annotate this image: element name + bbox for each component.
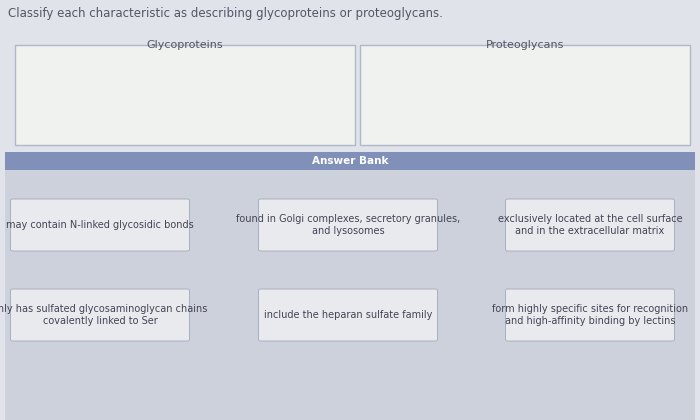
FancyBboxPatch shape (258, 199, 438, 251)
FancyBboxPatch shape (360, 45, 690, 145)
Text: may contain N-linked glycosidic bonds: may contain N-linked glycosidic bonds (6, 220, 194, 230)
FancyBboxPatch shape (10, 199, 190, 251)
Text: form highly specific sites for recognition
and high-affinity binding by lectins: form highly specific sites for recogniti… (492, 304, 688, 326)
Text: Answer Bank: Answer Bank (312, 156, 388, 166)
FancyBboxPatch shape (15, 45, 355, 145)
Text: found in Golgi complexes, secretory granules,
and lysosomes: found in Golgi complexes, secretory gran… (236, 214, 460, 236)
FancyBboxPatch shape (5, 152, 695, 420)
FancyBboxPatch shape (5, 152, 695, 170)
Text: exclusively located at the cell surface
and in the extracellular matrix: exclusively located at the cell surface … (498, 214, 682, 236)
Text: include the heparan sulfate family: include the heparan sulfate family (264, 310, 432, 320)
Text: Classify each characteristic as describing glycoproteins or proteoglycans.: Classify each characteristic as describi… (8, 7, 443, 20)
Text: Proteoglycans: Proteoglycans (486, 40, 564, 50)
FancyBboxPatch shape (10, 289, 190, 341)
FancyBboxPatch shape (258, 289, 438, 341)
FancyBboxPatch shape (505, 289, 675, 341)
FancyBboxPatch shape (505, 199, 675, 251)
Text: only has sulfated glycosaminoglycan chains
covalently linked to Ser: only has sulfated glycosaminoglycan chai… (0, 304, 208, 326)
Text: Glycoproteins: Glycoproteins (147, 40, 223, 50)
